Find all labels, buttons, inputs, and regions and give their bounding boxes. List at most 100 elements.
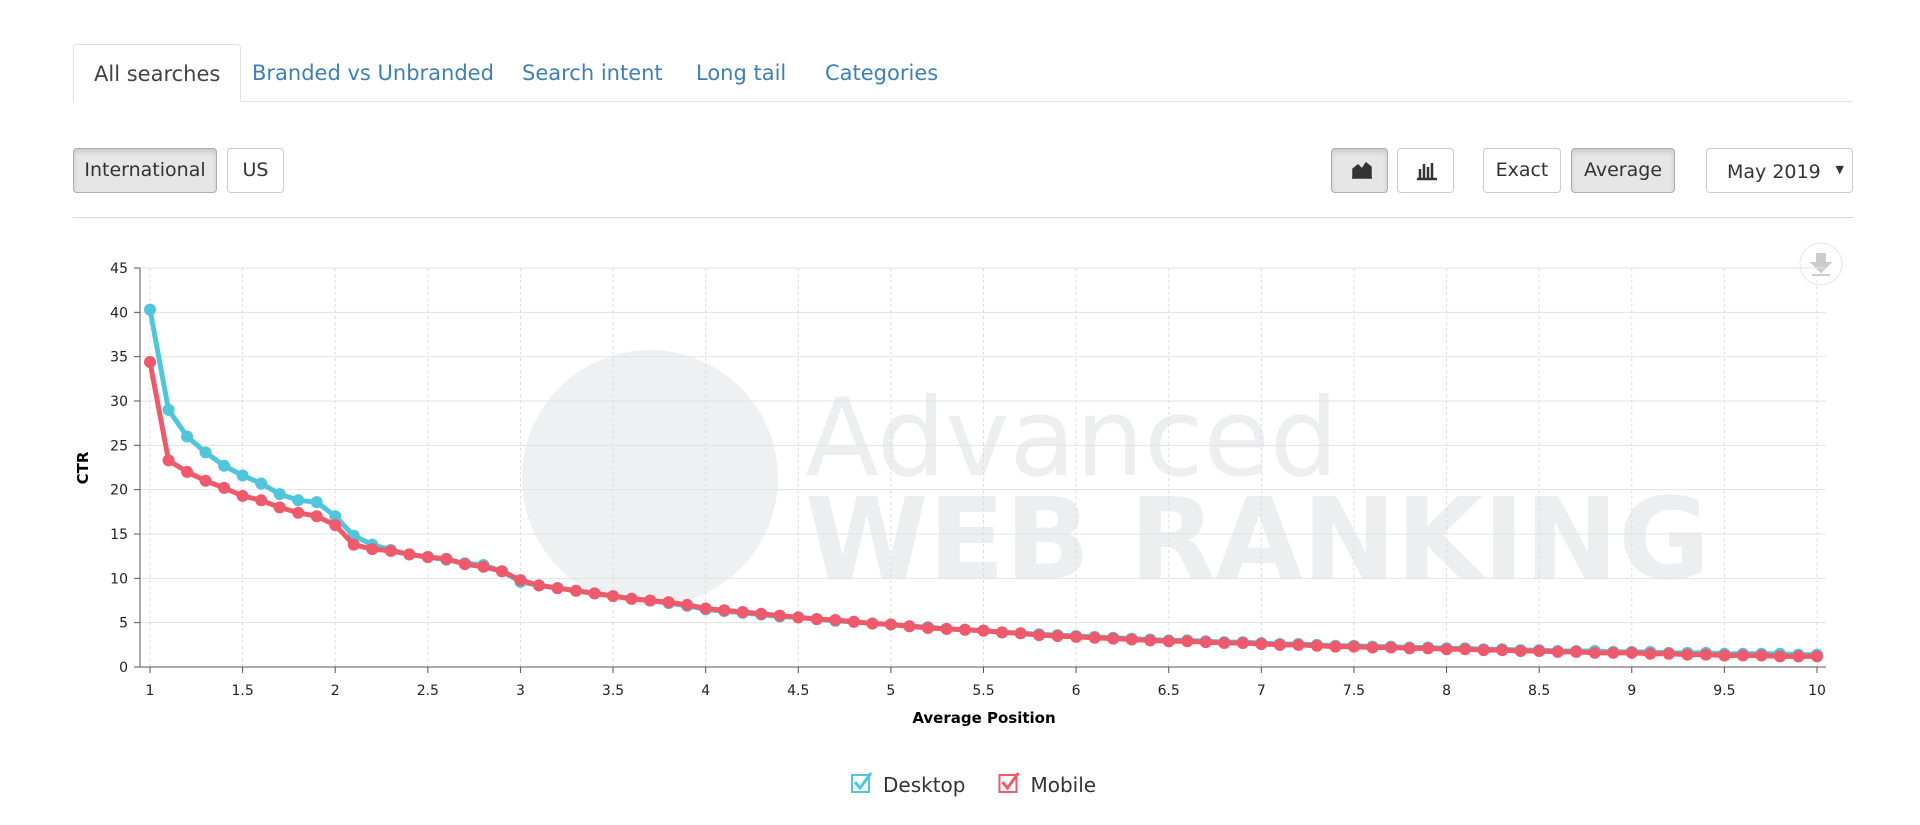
data-point (144, 303, 156, 316)
view-button[interactable]: Average (1571, 148, 1675, 193)
data-point (514, 574, 527, 587)
separator (73, 217, 1853, 218)
data-point (1514, 645, 1527, 658)
download-button[interactable] (1799, 242, 1843, 286)
data-point (588, 587, 601, 600)
y-tick-label: 10 (110, 571, 128, 587)
area-chart-button[interactable] (1331, 148, 1388, 193)
tab[interactable]: Branded vs Unbranded (252, 61, 494, 85)
watermark-line-2: WEB RANKING (805, 475, 1710, 605)
data-point (773, 609, 786, 622)
tab[interactable]: Search intent (522, 61, 663, 85)
legend-check (853, 772, 873, 791)
data-point (292, 494, 305, 507)
region-button[interactable]: US (227, 148, 284, 193)
data-point (310, 510, 323, 523)
bar-chart-button[interactable] (1397, 148, 1454, 193)
x-axis-title: Average Position (912, 709, 1055, 727)
x-tick-label: 5.5 (972, 683, 994, 699)
data-point (255, 494, 268, 507)
data-point (532, 579, 545, 592)
data-point (1533, 645, 1546, 658)
legend-label: Desktop (883, 773, 965, 797)
data-point (1273, 638, 1286, 651)
tab[interactable]: All searches (73, 44, 242, 102)
data-point (1792, 650, 1805, 663)
watermark-line-1: Advanced (805, 376, 1338, 501)
legend-check (1001, 772, 1020, 791)
legend-item[interactable]: Desktop (851, 772, 965, 797)
data-point (421, 551, 434, 564)
data-point (736, 606, 749, 619)
data-point (625, 592, 638, 605)
data-point (1236, 637, 1249, 650)
data-point (199, 474, 212, 487)
data-point (1681, 648, 1694, 661)
data-point (366, 543, 379, 556)
month-select[interactable]: May 2019 ▼ (1706, 148, 1853, 193)
y-tick-label: 40 (110, 305, 128, 321)
data-point (236, 469, 249, 482)
data-point (329, 510, 342, 523)
watermark: Advanced WEB RANKING (522, 350, 1710, 606)
data-point (458, 558, 471, 571)
x-tick-label: 10 (1808, 683, 1826, 699)
x-tick-label: 7 (1257, 683, 1266, 699)
data-point (1014, 627, 1027, 640)
data-point (1607, 646, 1620, 659)
data-point (384, 544, 397, 557)
x-tick-label: 5 (886, 683, 895, 699)
y-tick-label: 15 (110, 527, 128, 543)
data-point (273, 501, 286, 514)
x-tick-label: 8 (1442, 683, 1451, 699)
data-point (1736, 649, 1749, 662)
data-point (792, 611, 805, 624)
month-select-value: May 2019 (1727, 161, 1821, 183)
x-tick-label: 9.5 (1713, 683, 1735, 699)
data-point (1718, 649, 1731, 662)
data-point (1496, 644, 1509, 657)
x-tick-label: 9 (1627, 683, 1636, 699)
x-tick-label: 3 (516, 683, 525, 699)
data-point (1403, 642, 1416, 655)
data-point (1310, 639, 1323, 652)
data-point (1088, 631, 1101, 644)
data-point (866, 617, 879, 630)
data-point (829, 614, 842, 627)
data-point (1662, 647, 1675, 660)
x-tick-label: 2.5 (417, 683, 439, 699)
tab[interactable]: Categories (825, 61, 939, 85)
y-axis-title: CTR (74, 451, 92, 484)
data-point (996, 626, 1009, 639)
tab-bar (73, 101, 1853, 102)
data-point (1477, 644, 1490, 657)
data-point (1199, 636, 1212, 649)
view-button[interactable]: Exact (1483, 148, 1561, 193)
data-point (1384, 641, 1397, 654)
data-point (607, 590, 620, 603)
data-point (1070, 630, 1083, 643)
data-point (644, 594, 657, 607)
y-tick-label: 35 (110, 350, 128, 366)
data-point (1144, 634, 1157, 647)
region-button[interactable]: International (73, 148, 217, 193)
data-point (440, 552, 453, 565)
data-point (162, 403, 175, 416)
x-tick-label: 6.5 (1158, 683, 1180, 699)
data-point (236, 489, 249, 502)
data-point (847, 615, 860, 628)
data-point (940, 622, 953, 635)
data-point (755, 607, 768, 620)
data-point (1051, 629, 1064, 642)
data-point (977, 624, 990, 637)
tab[interactable]: Long tail (696, 61, 787, 85)
data-point (958, 623, 971, 636)
data-point (810, 613, 823, 626)
select-caret: ▼ (1835, 163, 1844, 176)
data-point (1255, 637, 1268, 650)
legend-item[interactable]: Mobile (998, 772, 1096, 797)
data-point (662, 596, 675, 609)
x-tick-label: 4.5 (787, 683, 809, 699)
